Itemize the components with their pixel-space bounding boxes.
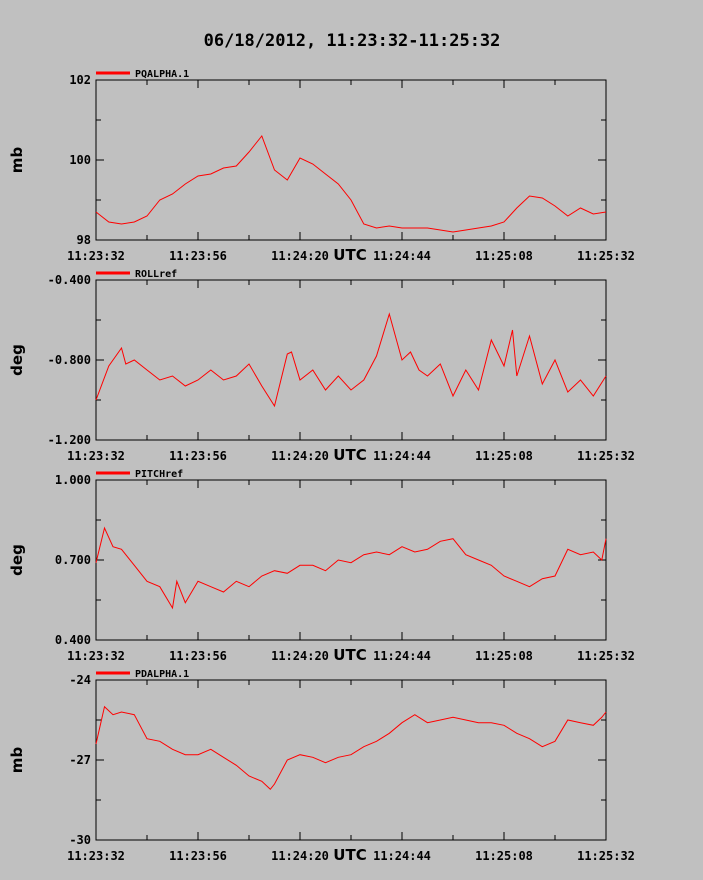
x-tick-label: 11:23:32 (67, 449, 125, 463)
legend-label: PQALPHA.1 (135, 69, 189, 80)
y-tick-label: -0.400 (48, 273, 91, 287)
x-tick-label: 11:24:44 (373, 649, 431, 663)
y-tick-label: 98 (77, 233, 91, 247)
x-tick-label: 11:25:08 (475, 249, 533, 263)
x-tick-label: 11:23:32 (67, 849, 125, 863)
chart-panels: 11:23:32 11:23:56 11:24:20 11:24:44 11:25:08… (8, 69, 635, 864)
y-tick-label: 102 (69, 73, 91, 87)
y-tick-label: -24 (69, 673, 91, 687)
y-axis-label: deg (8, 344, 26, 376)
y-axis-label: deg (8, 544, 26, 576)
series-line-rollref (95, 312, 607, 408)
y-tick-label: -27 (69, 753, 91, 767)
panel-4: 11:23:32 11:23:56 11:24:20 11:24:44 11:25:08… (8, 669, 635, 864)
x-tick-label: 11:24:44 (373, 849, 431, 863)
y-tick-label: 1.000 (55, 473, 91, 487)
panel-2-plot-frame (95, 279, 607, 441)
x-tick-label: 11:23:32 (67, 249, 125, 263)
x-tick-label: 11:24:20 (271, 449, 329, 463)
x-tick-label: 11:24:44 (373, 249, 431, 263)
x-tick-label: 11:25:32 (577, 249, 635, 263)
panel-1-plot-frame (95, 79, 607, 241)
legend-label: PDALPHA.1 (135, 669, 189, 680)
x-tick-label: 11:23:32 (67, 649, 125, 663)
x-axis-label: UTC (333, 846, 366, 864)
y-axis-label: mb (8, 747, 26, 774)
y-tick-label: -0.800 (48, 353, 91, 367)
x-tick-label: 11:24:20 (271, 849, 329, 863)
x-tick-label: 11:25:32 (577, 849, 635, 863)
x-tick-label: 11:25:08 (475, 649, 533, 663)
x-tick-label: 11:23:56 (169, 449, 227, 463)
legend-label: PITCHref (135, 469, 183, 480)
y-tick-label: -1.200 (48, 433, 91, 447)
x-axis-label: UTC (333, 446, 366, 464)
x-tick-label: 11:25:08 (475, 849, 533, 863)
x-axis-label: UTC (333, 646, 366, 664)
series-line-pdalpha-1 (95, 705, 607, 791)
panel-3-plot-frame (95, 479, 607, 641)
y-tick-label: 100 (69, 153, 91, 167)
chart-title: 06/18/2012, 11:23:32-11:25:32 (204, 31, 501, 51)
panel-2: 11:23:32 11:23:56 11:24:20 11:24:44 11:25:08… (8, 269, 635, 464)
legend-label: ROLLref (135, 269, 177, 280)
panel-3: 11:23:32 11:23:56 11:24:20 11:24:44 11:25:08… (8, 469, 635, 664)
panel-1: 11:23:32 11:23:56 11:24:20 11:24:44 11:25:08… (8, 69, 635, 264)
series-line-pqalpha-1 (95, 134, 607, 233)
x-tick-label: 11:23:56 (169, 849, 227, 863)
x-tick-label: 11:24:44 (373, 449, 431, 463)
x-tick-label: 11:25:32 (577, 449, 635, 463)
y-axis-label: mb (8, 147, 26, 174)
panel-4-plot-frame (95, 679, 607, 841)
y-tick-label: -30 (69, 833, 91, 847)
series-line-pitchref (95, 526, 607, 610)
x-tick-label: 11:24:20 (271, 649, 329, 663)
x-axis-label: UTC (333, 246, 366, 264)
y-tick-label: 0.400 (55, 633, 91, 647)
y-tick-label: 0.700 (55, 553, 91, 567)
x-tick-label: 11:24:20 (271, 249, 329, 263)
x-tick-label: 11:25:08 (475, 449, 533, 463)
x-tick-label: 11:25:32 (577, 649, 635, 663)
x-tick-label: 11:23:56 (169, 249, 227, 263)
x-tick-label: 11:23:56 (169, 649, 227, 663)
